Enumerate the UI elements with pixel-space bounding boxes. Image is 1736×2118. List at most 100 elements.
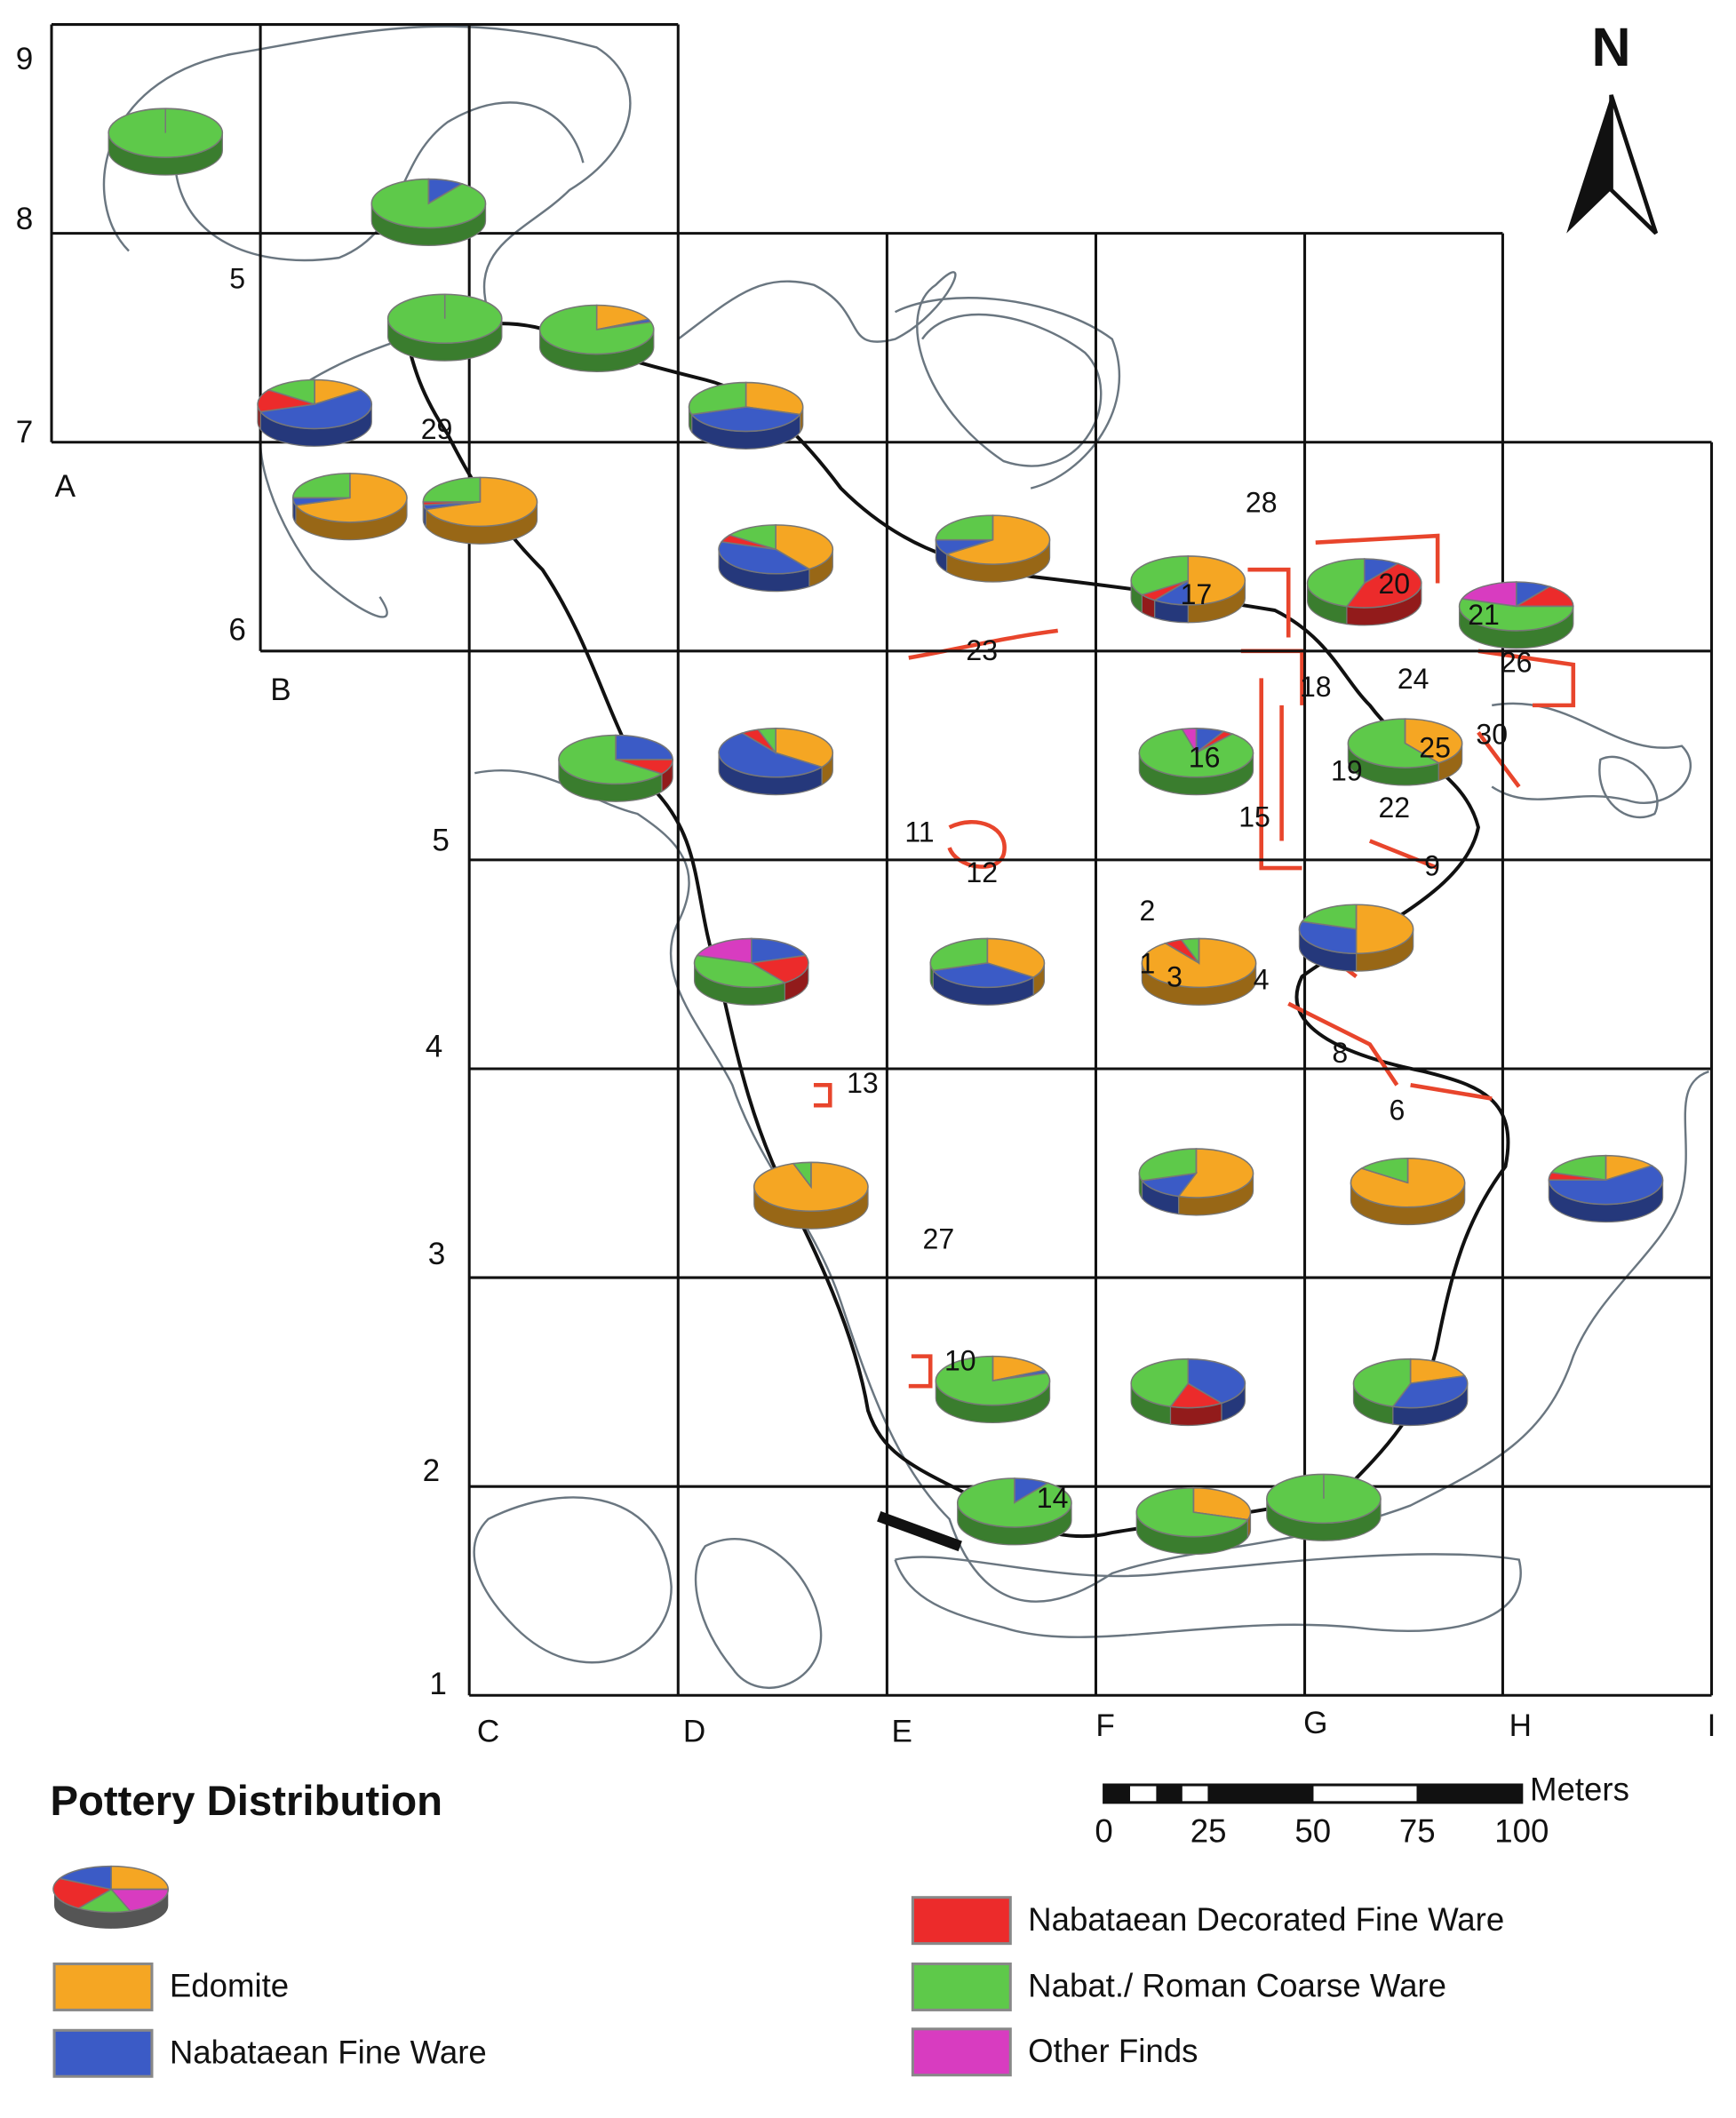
pie-slice bbox=[538, 304, 655, 355]
contour bbox=[102, 25, 632, 618]
pie-slice bbox=[935, 514, 994, 541]
column-label: G bbox=[1303, 1706, 1327, 1740]
feature-number: 18 bbox=[1300, 671, 1332, 703]
legend-pie-slice bbox=[110, 1865, 170, 1891]
column-label: E bbox=[891, 1714, 912, 1748]
contour bbox=[677, 271, 1103, 467]
pie-slice bbox=[1301, 904, 1358, 930]
pie-slice bbox=[957, 1477, 1072, 1528]
feature-number: 4 bbox=[1254, 964, 1270, 996]
scale-tick-label: 25 bbox=[1191, 1813, 1227, 1850]
row-label: 5 bbox=[432, 823, 450, 857]
pie-slice bbox=[728, 524, 776, 551]
ruin bbox=[813, 1083, 933, 1389]
contour bbox=[1491, 702, 1692, 804]
feature-number: 14 bbox=[1037, 1482, 1069, 1514]
feature-number: 28 bbox=[1246, 486, 1278, 518]
row-label: 3 bbox=[428, 1237, 446, 1271]
pie-slice bbox=[1605, 1154, 1654, 1182]
pie-slice bbox=[615, 734, 673, 760]
pie-slice bbox=[929, 937, 989, 972]
pie-slice bbox=[1169, 1382, 1223, 1409]
north-arrow: N bbox=[1566, 17, 1659, 235]
feature-number: 17 bbox=[1181, 578, 1213, 610]
contour bbox=[473, 1496, 673, 1664]
feature-number: 10 bbox=[944, 1345, 976, 1377]
pie-slice bbox=[294, 473, 408, 523]
feature-number: 8 bbox=[1332, 1037, 1348, 1069]
pie-slice bbox=[291, 473, 351, 499]
pie-slice bbox=[1130, 1358, 1190, 1408]
legend-label: Nabataean Fine Ware bbox=[170, 2034, 487, 2070]
pie-slice bbox=[1355, 904, 1414, 954]
feature-number: 23 bbox=[966, 634, 998, 666]
pie-slice bbox=[931, 962, 1036, 989]
legend-swatch bbox=[911, 2027, 1012, 2077]
pie-slice bbox=[1306, 558, 1366, 608]
feature-number: 11 bbox=[904, 816, 934, 848]
scale-bar-segment bbox=[1156, 1785, 1183, 1803]
row-label: 2 bbox=[423, 1453, 441, 1488]
legend-title: Pottery Distribution bbox=[50, 1778, 442, 1825]
pie-slice bbox=[314, 378, 362, 406]
pie-slice bbox=[775, 524, 834, 570]
pie-slice bbox=[1192, 1486, 1252, 1521]
feature-number: 12 bbox=[966, 856, 998, 888]
feature-number: 25 bbox=[1419, 732, 1451, 764]
feature-number: 30 bbox=[1476, 718, 1508, 750]
scale-tick-label: 0 bbox=[1095, 1813, 1112, 1850]
contour bbox=[894, 1553, 1522, 1638]
row-label: 7 bbox=[16, 415, 34, 450]
pie-slice bbox=[696, 937, 753, 964]
pie-slice bbox=[370, 178, 487, 229]
pie-slice bbox=[718, 732, 824, 778]
feature-number: 2 bbox=[1140, 895, 1156, 927]
legend-label: Nabat./ Roman Coarse Ware bbox=[1028, 1968, 1446, 2004]
row-label: 1 bbox=[429, 1667, 447, 1701]
scale-bar-segment bbox=[1208, 1785, 1313, 1803]
scale-tick-label: 75 bbox=[1399, 1813, 1436, 1850]
pie-slice bbox=[1187, 1358, 1246, 1405]
north-label: N bbox=[1592, 17, 1631, 77]
arrow-half bbox=[1609, 94, 1659, 235]
pie-slice bbox=[1404, 718, 1463, 764]
pie-slice bbox=[1181, 728, 1198, 756]
feature-number: 5 bbox=[229, 263, 245, 295]
pie-slice bbox=[1352, 1358, 1412, 1408]
arrow-half bbox=[1566, 94, 1612, 234]
legend-pie bbox=[52, 1865, 170, 1929]
legend-label: Edomite bbox=[170, 1968, 289, 2004]
pie-slice bbox=[991, 1355, 1047, 1382]
contour bbox=[894, 297, 1121, 490]
pie-slice bbox=[257, 388, 315, 413]
feature-number: 3 bbox=[1167, 961, 1183, 993]
pie-slice bbox=[558, 734, 664, 785]
pie-slice bbox=[1359, 1157, 1409, 1184]
scale-unit: Meters bbox=[1530, 1771, 1629, 1807]
feature-number: 13 bbox=[847, 1067, 879, 1099]
column-label: C bbox=[477, 1714, 499, 1748]
feature-number: 1 bbox=[1140, 947, 1156, 979]
pie-slice bbox=[1141, 937, 1257, 989]
legend-swatch bbox=[52, 1962, 154, 2011]
legend-label: Nabataean Decorated Fine Ware bbox=[1028, 1901, 1504, 1938]
pie-slice bbox=[986, 937, 1046, 978]
scale-tick-label: 100 bbox=[1494, 1813, 1549, 1850]
pie-slice bbox=[1135, 1486, 1249, 1538]
pie-slice bbox=[1391, 1374, 1469, 1409]
pie-slice bbox=[1347, 718, 1441, 768]
legend-swatch bbox=[52, 2028, 154, 2078]
legend-pie-slice bbox=[52, 1877, 114, 1909]
legend-pie-slice bbox=[76, 1888, 132, 1914]
pie-slice bbox=[1513, 585, 1574, 608]
feature-number: 24 bbox=[1398, 663, 1429, 695]
pie-slice bbox=[745, 381, 804, 416]
pie-slice bbox=[259, 388, 373, 430]
pie-slice bbox=[1138, 1148, 1198, 1182]
wall bbox=[877, 1511, 962, 1552]
pie-slice bbox=[688, 381, 747, 416]
pie-slice bbox=[1298, 920, 1358, 954]
contour bbox=[1598, 755, 1659, 819]
